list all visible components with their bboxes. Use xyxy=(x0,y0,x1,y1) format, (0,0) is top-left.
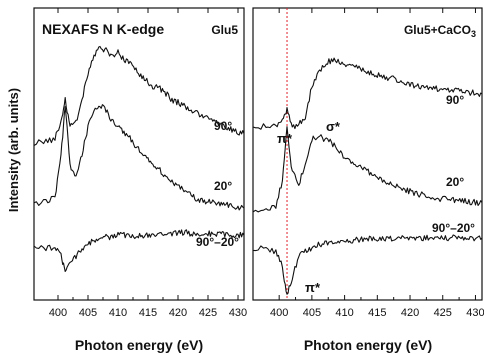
left-panel-sample-tag: Glu5 xyxy=(211,23,238,37)
annotation-pi-star-top: π* xyxy=(277,131,293,146)
y-axis-label: Intensity (arb. units) xyxy=(6,88,21,212)
right-series-labels: 90° 20° 90°–20° xyxy=(432,93,475,235)
spectrum-line xyxy=(252,234,483,295)
spectrum-line xyxy=(252,57,483,130)
right-x-ticks: 400 405 410 415 420 425 430 xyxy=(270,8,484,319)
right-panel: Glu5+CaCO3 400 405 410 415 420 425 430 90°20°9… xyxy=(252,7,484,353)
right-panel-sample-tag-text: Glu5+CaCO xyxy=(404,23,471,37)
series-label: 20° xyxy=(214,179,232,193)
left-x-ticks: 400 405 410 415 420 425 430 xyxy=(49,8,247,319)
x-tick-label: 410 xyxy=(335,307,353,319)
right-panel-sample-tag: Glu5+CaCO3 xyxy=(404,23,476,39)
spectrum-line xyxy=(33,104,245,211)
x-tick-label: 425 xyxy=(434,307,452,319)
x-tick-label: 430 xyxy=(229,307,247,319)
x-tick-label: 400 xyxy=(270,307,288,319)
series-label: 90°–20° xyxy=(196,235,239,249)
x-tick-label: 420 xyxy=(169,307,187,319)
annotation-pi-star-bottom: π* xyxy=(305,280,321,295)
right-plot-frame xyxy=(252,7,483,301)
left-plot-frame xyxy=(33,7,245,301)
series-label: 90°–20° xyxy=(432,221,475,235)
x-tick-label: 420 xyxy=(401,307,419,319)
x-tick-label: 405 xyxy=(79,307,97,319)
x-tick-label: 415 xyxy=(139,307,157,319)
left-series-group xyxy=(33,45,245,273)
right-panel-sample-tag-subscript: 3 xyxy=(471,29,476,39)
right-series-group xyxy=(252,57,483,295)
left-series-labels: 90° 20° 90°–20° xyxy=(196,119,239,249)
spectrum-line xyxy=(33,229,245,273)
spectrum-line xyxy=(252,126,483,213)
x-tick-label: 400 xyxy=(49,307,67,319)
left-panel-title: NEXAFS N K-edge xyxy=(42,21,164,37)
x-tick-label: 405 xyxy=(303,307,321,319)
x-tick-label: 415 xyxy=(368,307,386,319)
x-tick-label: 410 xyxy=(109,307,127,319)
annotation-sigma-star: σ* xyxy=(326,119,341,134)
x-tick-label: 425 xyxy=(199,307,217,319)
left-panel: NEXAFS N K-edge Glu5 400 405 410 415 420 425 4… xyxy=(33,7,247,353)
series-label: 90° xyxy=(446,93,464,107)
series-label: 90° xyxy=(214,119,232,133)
left-x-axis-label: Photon energy (eV) xyxy=(75,337,203,353)
spectrum-line xyxy=(33,45,245,146)
series-label: 20° xyxy=(446,175,464,189)
x-tick-label: 430 xyxy=(466,307,484,319)
right-x-axis-label: Photon energy (eV) xyxy=(304,337,432,353)
